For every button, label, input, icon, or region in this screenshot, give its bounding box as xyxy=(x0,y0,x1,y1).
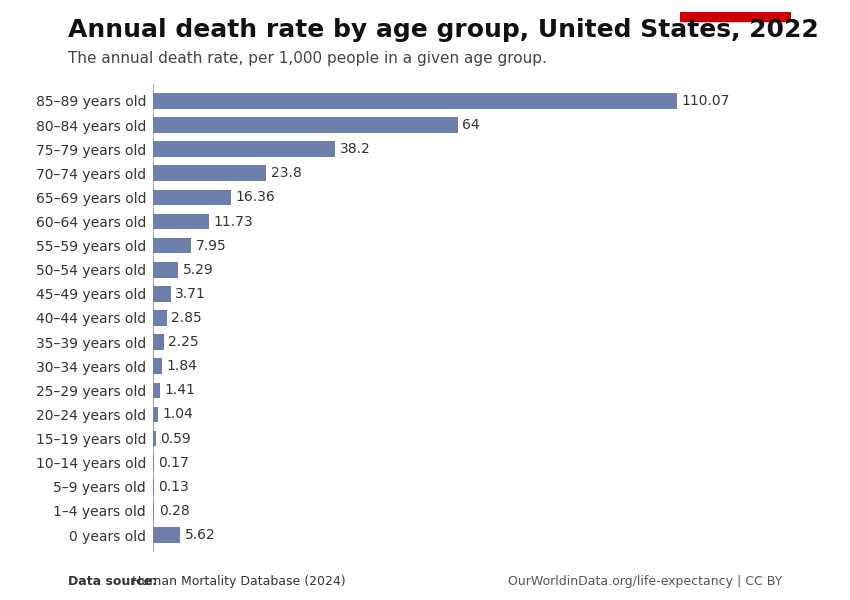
Text: 3.71: 3.71 xyxy=(175,287,207,301)
Text: 0.13: 0.13 xyxy=(158,480,190,494)
Bar xyxy=(680,12,790,21)
Bar xyxy=(153,93,677,109)
Bar xyxy=(153,310,167,326)
Text: Our World: Our World xyxy=(704,34,767,44)
Text: 5.62: 5.62 xyxy=(184,528,215,542)
Text: 5.29: 5.29 xyxy=(183,263,213,277)
Bar xyxy=(153,286,171,302)
Bar xyxy=(153,166,266,181)
Text: The annual death rate, per 1,000 people in a given age group.: The annual death rate, per 1,000 people … xyxy=(68,51,547,66)
Bar xyxy=(153,358,162,374)
Text: 16.36: 16.36 xyxy=(235,190,275,205)
Bar xyxy=(153,117,457,133)
Text: 1.41: 1.41 xyxy=(164,383,196,397)
Text: 110.07: 110.07 xyxy=(682,94,730,108)
Text: 1.84: 1.84 xyxy=(167,359,197,373)
Bar xyxy=(153,214,209,229)
Text: in Data: in Data xyxy=(713,52,757,62)
Text: Data source:: Data source: xyxy=(68,575,157,588)
Bar xyxy=(153,190,231,205)
Text: 64: 64 xyxy=(462,118,480,132)
Bar xyxy=(153,527,179,543)
Text: 7.95: 7.95 xyxy=(196,239,226,253)
Bar xyxy=(153,407,158,422)
Text: 0.17: 0.17 xyxy=(159,456,190,470)
Bar xyxy=(153,238,191,253)
Text: 38.2: 38.2 xyxy=(340,142,371,156)
Text: OurWorldinData.org/life-expectancy | CC BY: OurWorldinData.org/life-expectancy | CC … xyxy=(507,575,782,588)
Bar xyxy=(153,383,160,398)
Text: 0.59: 0.59 xyxy=(161,431,191,446)
Text: Human Mortality Database (2024): Human Mortality Database (2024) xyxy=(132,575,345,588)
Text: 1.04: 1.04 xyxy=(162,407,194,421)
Text: Annual death rate by age group, United States, 2022: Annual death rate by age group, United S… xyxy=(68,18,819,42)
Text: 23.8: 23.8 xyxy=(271,166,302,180)
Text: 11.73: 11.73 xyxy=(213,215,253,229)
Bar xyxy=(153,141,335,157)
Text: 2.85: 2.85 xyxy=(172,311,202,325)
Bar xyxy=(153,262,178,278)
Text: 2.25: 2.25 xyxy=(168,335,199,349)
Bar xyxy=(153,431,156,446)
Bar xyxy=(153,503,155,519)
Bar xyxy=(153,334,164,350)
Text: 0.28: 0.28 xyxy=(159,504,190,518)
